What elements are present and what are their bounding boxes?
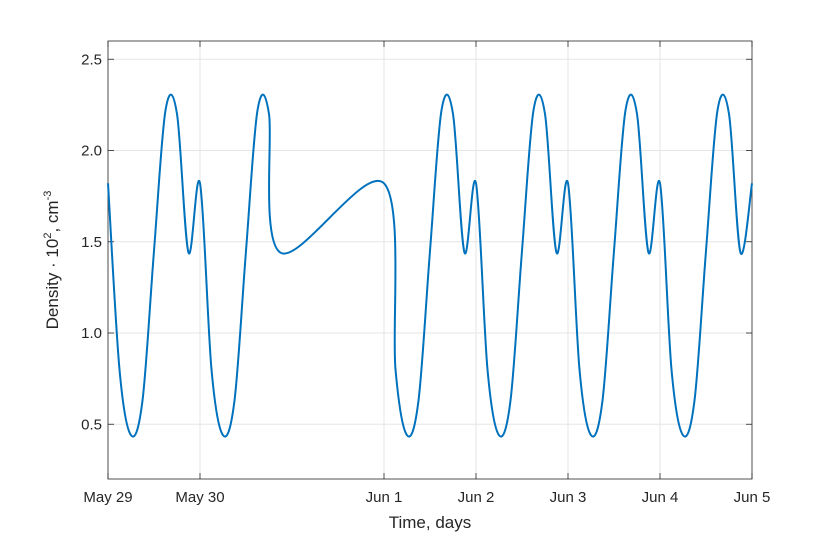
x-tick-label: Jun 4 bbox=[642, 489, 679, 506]
y-tick-labels: 0.5 1.0 1.5 2.0 2.5 bbox=[81, 51, 102, 433]
y-axis-label: Density · 102, cm-3 bbox=[42, 191, 62, 330]
series-line bbox=[107, 93, 753, 438]
y-tick-label: 1.5 bbox=[81, 234, 102, 251]
x-tick-label: Jun 3 bbox=[550, 489, 587, 506]
y-tick-label: 2.0 bbox=[81, 143, 102, 160]
x-tick-labels: May 29 May 30 Jun 1 Jun 2 Jun 3 Jun 4 Jun 5 bbox=[83, 489, 770, 506]
x-tick-label: Jun 1 bbox=[366, 489, 403, 506]
y-tick-label: 0.5 bbox=[81, 416, 102, 433]
axes-box bbox=[107, 40, 753, 480]
x-tick-label: May 30 bbox=[175, 489, 224, 506]
x-axis-label: Time, days bbox=[389, 513, 472, 532]
series-layer bbox=[107, 93, 753, 438]
y-tick-label: 1.0 bbox=[81, 325, 102, 342]
x-tick-label: May 29 bbox=[83, 489, 132, 506]
x-tick-label: Jun 5 bbox=[734, 489, 771, 506]
y-tick-label: 2.5 bbox=[81, 51, 102, 68]
tick-marks bbox=[107, 41, 753, 479]
x-tick-label: Jun 2 bbox=[458, 489, 495, 506]
